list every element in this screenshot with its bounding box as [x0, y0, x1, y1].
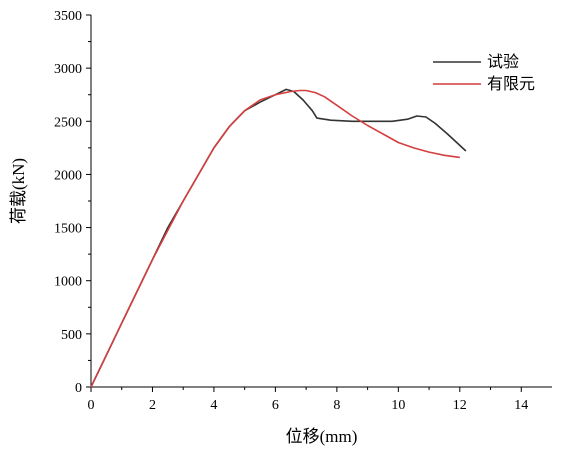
y-tick-label: 2000 — [54, 168, 82, 183]
x-tick-label: 14 — [514, 398, 528, 413]
x-axis-title: 位移(mm) — [286, 427, 358, 446]
x-tick-label: 12 — [453, 398, 467, 413]
series-line-1 — [90, 88, 467, 388]
x-tick-label: 6 — [272, 398, 279, 413]
y-tick-label: 1000 — [54, 275, 82, 290]
y-tick-label: 500 — [61, 328, 82, 343]
x-tick-label: 0 — [88, 398, 95, 413]
y-tick-label: 3500 — [54, 9, 82, 24]
y-axis-title: 荷载(kN) — [9, 158, 28, 224]
y-tick-label: 1500 — [54, 222, 82, 237]
series-line-2 — [90, 89, 460, 388]
x-tick-label: 2 — [149, 398, 156, 413]
axes — [86, 14, 552, 392]
legend-label-1: 试验 — [487, 53, 519, 71]
x-tick-label: 8 — [333, 398, 340, 413]
x-tick-label: 10 — [391, 398, 405, 413]
series-layer — [90, 88, 467, 388]
y-tick-label: 2500 — [54, 115, 82, 130]
legend-label-2: 有限元 — [487, 75, 535, 93]
y-tick-label: 3000 — [54, 62, 82, 77]
y-tick-label: 0 — [75, 381, 82, 396]
tick-labels: 0 2 4 6 8 10 12 14 0 500 1000 1500 2000 2500 3000 3500 — [54, 9, 528, 413]
x-tick-label: 4 — [210, 398, 217, 413]
